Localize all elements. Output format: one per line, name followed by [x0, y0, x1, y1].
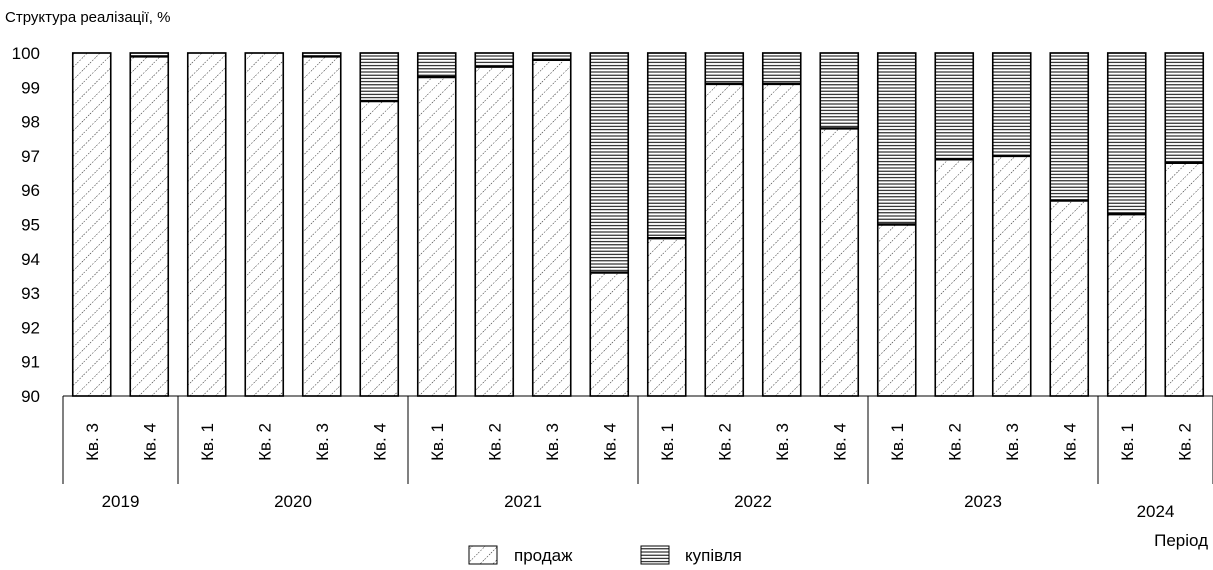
- x-tick-label: Кв. 4: [140, 423, 159, 461]
- legend-swatch-prodazh: [468, 545, 498, 565]
- legend-label-prodazh: продаж: [514, 546, 573, 565]
- bar-segment-prodazh: [359, 100, 399, 397]
- bar-segment-prodazh: [819, 127, 859, 397]
- bar-segment-prodazh: [474, 66, 514, 397]
- x-tick-label: Кв. 4: [1060, 423, 1079, 461]
- y-tick-label: 93: [21, 284, 40, 303]
- x-tick-label: Кв. 2: [485, 423, 504, 461]
- x-group-label: 2021: [504, 492, 542, 511]
- bar-segment-kupivlia: [1164, 52, 1204, 164]
- bar-segment-prodazh: [129, 55, 169, 397]
- x-tick-label: Кв. 2: [255, 423, 274, 461]
- bar-segment-prodazh: [72, 52, 112, 397]
- bar-segment-kupivlia: [762, 52, 802, 85]
- x-tick-label: Кв. 3: [773, 423, 792, 461]
- x-tick-label: Кв. 3: [313, 423, 332, 461]
- bar-segment-prodazh: [877, 223, 917, 397]
- x-tick-label: Кв. 1: [198, 423, 217, 461]
- bar-segment-prodazh: [762, 83, 802, 397]
- bar-segment-kupivlia: [359, 52, 399, 102]
- x-tick-label: Кв. 3: [1003, 423, 1022, 461]
- x-tick-label: Кв. 3: [543, 423, 562, 461]
- bar-segment-kupivlia: [934, 52, 974, 160]
- y-tick-label: 96: [21, 181, 40, 200]
- bar-segment-prodazh: [589, 271, 629, 397]
- x-group-label: 2022: [734, 492, 772, 511]
- bar-segment-prodazh: [532, 59, 572, 397]
- y-tick-label: 98: [21, 113, 40, 132]
- x-tick-label: Кв. 2: [1175, 423, 1194, 461]
- bar-segment-kupivlia: [417, 52, 457, 78]
- bars: [71, 52, 1205, 397]
- y-tick-label: 95: [21, 216, 40, 235]
- bar-segment-kupivlia: [877, 52, 917, 226]
- bar-segment-prodazh: [302, 55, 342, 397]
- bar-segment-prodazh: [647, 237, 687, 397]
- x-tick-label: Кв. 4: [830, 423, 849, 461]
- y-axis-title: Структура реалізації, %: [5, 9, 170, 26]
- legend-label-kupivlia: купівля: [685, 546, 742, 565]
- x-tick-label: Кв. 1: [1118, 423, 1137, 461]
- x-tick-label: Кв. 4: [370, 423, 389, 461]
- y-tick-label: 92: [21, 318, 40, 337]
- bar-segment-kupivlia: [1049, 52, 1089, 202]
- x-tick-label: Кв. 3: [83, 423, 102, 461]
- bar-segment-kupivlia: [819, 52, 859, 130]
- bar-segment-prodazh: [934, 158, 974, 397]
- x-group-label: 2019: [102, 492, 140, 511]
- y-tick-label: 97: [21, 147, 40, 166]
- bar-segment-kupivlia: [1107, 52, 1147, 215]
- bar-segment-kupivlia: [589, 52, 629, 274]
- y-tick-label: 91: [21, 353, 40, 372]
- y-tick-label: 90: [21, 387, 40, 406]
- legend: продаж купівля: [468, 545, 742, 565]
- legend-swatch-kupivlia: [640, 545, 670, 565]
- bar-segment-prodazh: [1164, 162, 1204, 397]
- x-tick-label: Кв. 1: [428, 423, 447, 461]
- bar-segment-kupivlia: [704, 52, 744, 85]
- x-tick-label: Кв. 4: [600, 423, 619, 461]
- x-group-label: 2020: [274, 492, 312, 511]
- bar-segment-kupivlia: [992, 52, 1032, 157]
- y-tick-label: 99: [21, 78, 40, 97]
- x-tick-label: Кв. 2: [715, 423, 734, 461]
- bar-segment-prodazh: [417, 76, 457, 397]
- x-group-label: 2024: [1137, 502, 1175, 521]
- bar-segment-kupivlia: [647, 52, 687, 239]
- y-tick-label: 94: [21, 250, 40, 269]
- x-axis-title: Період: [1154, 531, 1208, 550]
- x-tick-label: Кв. 1: [888, 423, 907, 461]
- bar-segment-prodazh: [704, 83, 744, 397]
- bar-segment-kupivlia: [474, 52, 514, 68]
- y-tick-label: 100: [12, 44, 40, 63]
- bar-segment-prodazh: [1049, 199, 1089, 397]
- bar-segment-prodazh: [1107, 213, 1147, 397]
- bar-segment-prodazh: [992, 155, 1032, 397]
- x-tick-label: Кв. 2: [945, 423, 964, 461]
- bar-segment-prodazh: [244, 52, 284, 397]
- x-tick-label: Кв. 1: [658, 423, 677, 461]
- x-group-label: 2023: [964, 492, 1002, 511]
- y-axis: 90 91 92 93 94 95 96 97 98 99 100: [12, 44, 40, 406]
- bar-segment-prodazh: [187, 52, 227, 397]
- x-axis: Кв. 3 Кв. 4 Кв. 1 Кв. 2 Кв. 3 Кв. 4 Кв. 1 Кв. 2…: [62, 395, 1213, 521]
